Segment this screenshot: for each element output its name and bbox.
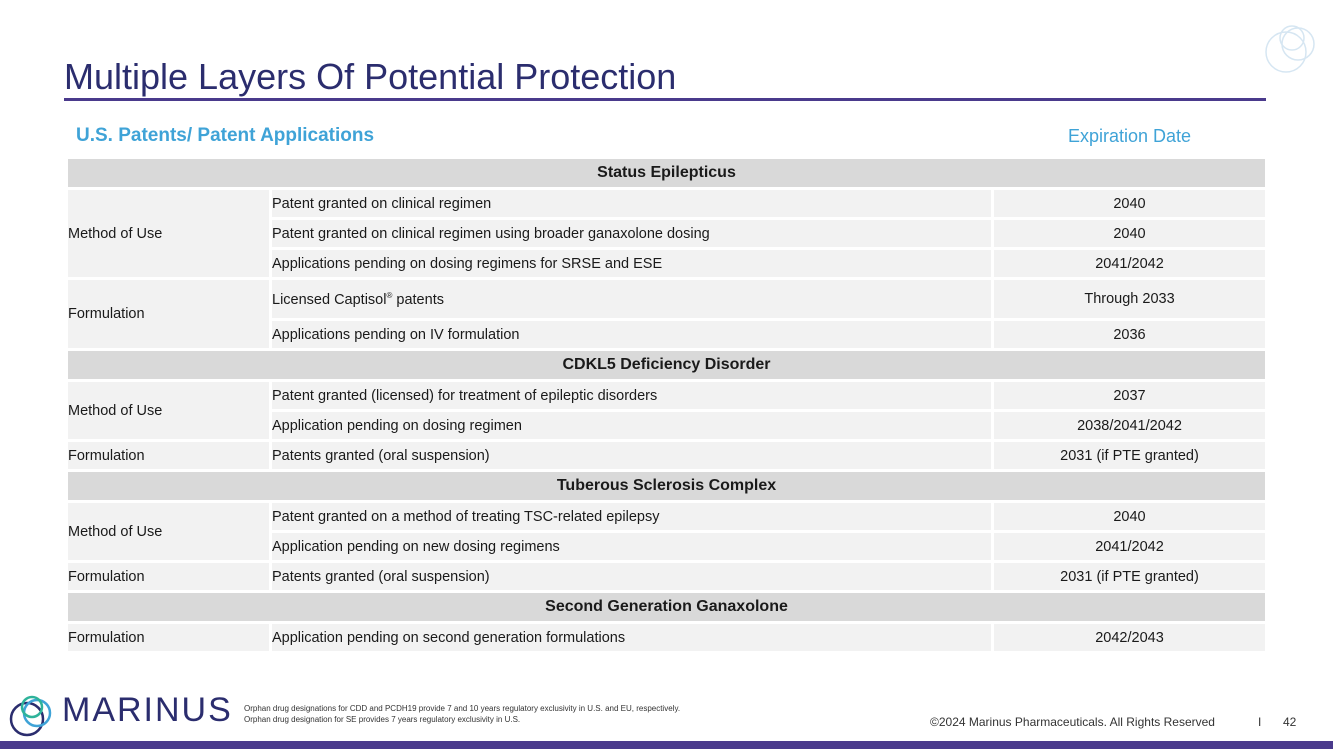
expiration-cell: 2041/2042 [994,250,1265,277]
description-cell: Patents granted (oral suspension) [272,563,994,590]
table-row: Formulation Licensed Captisol® patents T… [68,280,1265,348]
expiration-cell: 2040 [994,220,1265,247]
table-row: Patent granted on clinical regimen using… [68,220,1265,247]
marinus-rings-logo-icon [9,695,52,737]
expiration-cell: Through 2033 [994,280,1265,318]
expiration-cell: 2041/2042 [994,533,1265,560]
description-cell: Applications pending on dosing regimens … [272,250,994,277]
table-row: Application pending on new dosing regime… [68,533,1265,560]
expiration-cell: 2038/2041/2042 [994,412,1265,439]
section-heading: Second Generation Ganaxolone [68,593,1265,621]
description-text: Licensed Captisol [272,291,387,308]
description-text-tail: patents [392,291,444,308]
expiration-cell: 2042/2043 [994,624,1265,651]
category-cell: Formulation [68,563,272,590]
footer-separator: I [1258,715,1262,729]
table-row: Applications pending on IV formulation 2… [68,321,1265,348]
table-row: Formulation Patents granted (oral suspen… [68,442,1265,469]
section-heading: Status Epilepticus [68,159,1265,187]
section-header-row: Tuberous Sclerosis Complex [68,472,1265,500]
table-row: Method of Use Patent granted on a method… [68,503,1265,560]
brand-name: MARINUS [62,691,233,729]
description-cell: Patent granted on clinical regimen using… [272,220,994,247]
table-row: Formulation Application pending on secon… [68,624,1265,651]
expiration-cell: 2037 [994,382,1265,409]
description-cell: Patents granted (oral suspension) [272,442,994,469]
expiration-cell: 2036 [994,321,1265,348]
table-subtitle: U.S. Patents/ Patent Applications [76,125,375,146]
description-cell: Patent granted on a method of treating T… [272,503,994,530]
description-cell: Patent granted (licensed) for treatment … [272,382,994,409]
footnote: Orphan drug designations for CDD and PCD… [244,703,680,725]
section-heading: CDKL5 Deficiency Disorder [68,351,1265,379]
page-number: 42 [1283,715,1297,729]
patent-table: Status Epilepticus Method of Use Patent … [68,156,1265,654]
table-row: Formulation Patents granted (oral suspen… [68,563,1265,590]
expiration-cell: 2031 (if PTE granted) [994,563,1265,590]
table-row: Application pending on dosing regimen 20… [68,412,1265,439]
table-row: Method of Use Patent granted (licensed) … [68,382,1265,439]
section-header-row: CDKL5 Deficiency Disorder [68,351,1265,379]
expiration-cell: 2040 [994,190,1265,217]
expiration-cell: 2031 (if PTE granted) [994,442,1265,469]
description-cell: Patent granted on clinical regimen [272,190,994,217]
expiration-date-header: Expiration Date [1068,126,1192,146]
category-cell: Method of Use [68,190,272,277]
section-heading: Tuberous Sclerosis Complex [68,472,1265,500]
category-cell: Formulation [68,624,272,651]
category-cell: Method of Use [68,503,272,560]
description-cell: Licensed Captisol® patents [272,280,994,318]
description-cell: Application pending on dosing regimen [272,412,994,439]
section-header-row: Second Generation Ganaxolone [68,593,1265,621]
copyright: ©2024 Marinus Pharmaceuticals. All Right… [930,715,1215,729]
footnote-line: Orphan drug designation for SE provides … [244,715,521,724]
light-rings-decoration-icon [1265,25,1315,73]
table-row: Method of Use Patent granted on clinical… [68,190,1265,277]
description-cell: Applications pending on IV formulation [272,321,994,348]
title-rule [64,98,1266,101]
footer-bar [0,741,1333,749]
description-cell: Application pending on new dosing regime… [272,533,994,560]
expiration-cell: 2040 [994,503,1265,530]
table-row: Applications pending on dosing regimens … [68,250,1265,277]
section-header-row: Status Epilepticus [68,159,1265,187]
category-cell: Method of Use [68,382,272,439]
category-cell: Formulation [68,280,272,348]
registered-mark: ® [386,290,393,300]
footnote-line: Orphan drug designations for CDD and PCD… [244,704,681,713]
description-cell: Application pending on second generation… [272,624,994,651]
page-title: Multiple Layers Of Potential Protection [64,56,677,97]
category-cell: Formulation [68,442,272,469]
